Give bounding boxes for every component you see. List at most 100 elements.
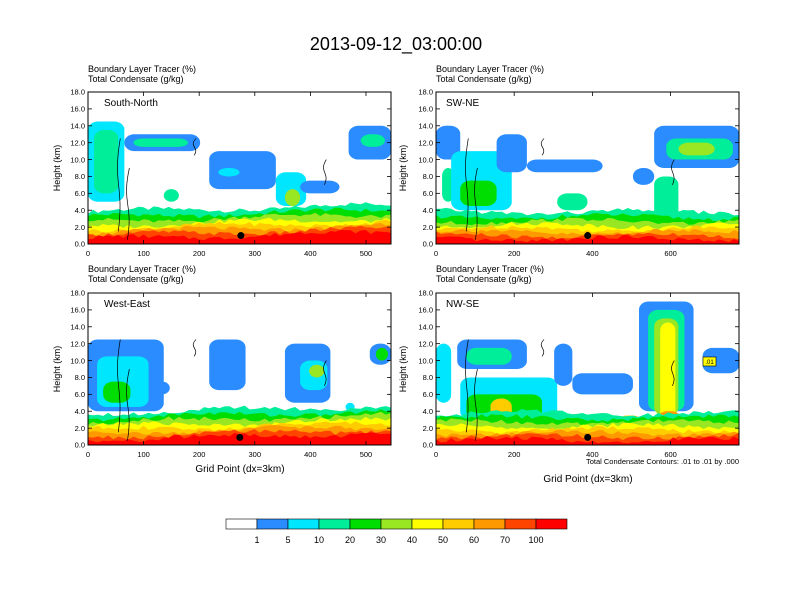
panel-header-line2: Total Condensate (g/kg) (436, 274, 532, 284)
cloud-region (632, 168, 655, 185)
y-tick-label: 14.0 (70, 322, 85, 331)
condensate-contour (117, 339, 121, 433)
x-tick-label: 200 (508, 249, 521, 258)
heatmap-field (436, 301, 739, 445)
contour-note: Total Condensate Contours: .01 to .01 by… (586, 457, 739, 466)
contour-label-box: .01 (702, 356, 717, 367)
colorbar-label: 20 (345, 535, 355, 545)
y-ticks: 0.0 2.0 4.0 6.0 8.0 10.0 12.0 14.0 16.0 18.0 (70, 88, 391, 249)
y-tick-label: 12.0 (418, 138, 433, 147)
y-tick-label: 2.0 (75, 223, 85, 232)
y-tick-label: 0.0 (423, 441, 433, 450)
cloud-region (163, 189, 179, 202)
plot-frame (435, 91, 740, 245)
x-tick-label: 600 (664, 249, 677, 258)
panel-header-line1: Boundary Layer Tracer (%) (436, 264, 544, 274)
x-ticks: 0 100 200 300 400 500 (86, 92, 372, 258)
cloud-region (218, 168, 240, 177)
cloud-region (133, 138, 188, 147)
x-tick-label: 400 (304, 249, 317, 258)
y-tick-label: 6.0 (423, 189, 433, 198)
colorbar-label: 1 (254, 535, 259, 545)
colorbar-label: 60 (469, 535, 479, 545)
y-tick-label: 16.0 (70, 306, 85, 315)
colorbar: 1 5 10 20 30 40 50 60 70 100 (225, 518, 568, 545)
panel-nw-se: Boundary Layer Tracer (%) Total Condensa… (398, 264, 740, 485)
contour-label: .01 (705, 360, 714, 366)
condensate-contour (474, 368, 478, 441)
cloud-region (702, 347, 739, 374)
x-tick-label: 400 (304, 450, 317, 459)
x-tick-label: 300 (249, 450, 262, 459)
y-tick-label: 6.0 (75, 390, 85, 399)
condensate-contour (465, 339, 469, 433)
cloud-region (154, 381, 170, 395)
colorbar-label: 70 (500, 535, 510, 545)
y-tick-label: 2.0 (75, 424, 85, 433)
colorbar-label: 5 (285, 535, 290, 545)
y-ticks: 0.0 2.0 4.0 6.0 8.0 10.0 12.0 14.0 16.0 18.0 (418, 88, 739, 249)
y-tick-label: 4.0 (75, 206, 85, 215)
y-tick-label: 18.0 (418, 289, 433, 298)
colorbar-label: 100 (528, 535, 543, 545)
colorbar-swatch (256, 518, 289, 530)
x-tick-label: 0 (434, 249, 438, 258)
location-marker (236, 433, 244, 441)
cloud-region (360, 134, 385, 147)
cloud-region (94, 130, 119, 194)
colorbar-swatch (225, 518, 258, 530)
x-tick-label: 600 (664, 450, 677, 459)
cloud-region (554, 343, 573, 386)
y-tick-label: 12.0 (70, 339, 85, 348)
panel-header-line2: Total Condensate (g/kg) (88, 74, 184, 84)
y-tick-label: 10.0 (70, 356, 85, 365)
y-tick-label: 18.0 (418, 88, 433, 97)
condensate-contour (323, 159, 327, 186)
cloud-region (436, 125, 461, 160)
y-tick-label: 0.0 (75, 240, 85, 249)
panel-west-east: Boundary Layer Tracer (%) Total Condensa… (52, 264, 392, 475)
panel-title: South-North (104, 98, 158, 109)
condensate-contour (117, 138, 121, 232)
condensate-contour (192, 138, 197, 156)
location-marker (237, 232, 245, 240)
cloud-region (526, 159, 603, 173)
y-tick-label: 4.0 (423, 206, 433, 215)
panel-title: West-East (104, 299, 150, 310)
x-tick-label: 0 (434, 450, 438, 459)
x-tick-label: 200 (508, 450, 521, 459)
panel-south-north: Boundary Layer Tracer (%) Total Condensa… (52, 64, 392, 258)
y-tick-label: 14.0 (418, 121, 433, 130)
panel-sw-ne: Boundary Layer Tracer (%) Total Condensa… (398, 64, 740, 258)
colorbar-label: 50 (438, 535, 448, 545)
colorbar-swatch (442, 518, 475, 530)
y-tick-label: 12.0 (418, 339, 433, 348)
y-tick-label: 16.0 (418, 105, 433, 114)
y-tick-label: 0.0 (75, 441, 85, 450)
figure-title: 2013-09-12_03:00:00 (310, 34, 482, 55)
y-tick-label: 6.0 (423, 390, 433, 399)
x-ticks: 0 100 200 300 400 500 (86, 293, 372, 459)
x-tick-label: 0 (86, 249, 90, 258)
y-tick-label: 12.0 (70, 138, 85, 147)
x-axis-label: Grid Point (dx=3km) (195, 464, 284, 475)
colorbar-label: 40 (407, 535, 417, 545)
y-tick-label: 14.0 (70, 121, 85, 130)
x-tick-label: 200 (193, 450, 206, 459)
y-tick-label: 10.0 (70, 155, 85, 164)
x-tick-label: 500 (360, 450, 373, 459)
y-tick-label: 8.0 (75, 172, 85, 181)
condensate-contour (192, 339, 197, 357)
y-tick-label: 14.0 (418, 322, 433, 331)
y-axis-label: Height (km) (52, 346, 62, 393)
y-tick-label: 2.0 (423, 223, 433, 232)
y-tick-label: 18.0 (70, 88, 85, 97)
x-tick-label: 200 (193, 249, 206, 258)
x-tick-label: 400 (586, 450, 599, 459)
y-axis-label: Height (km) (398, 346, 408, 393)
cloud-region (375, 347, 388, 361)
colorbar-label: 30 (376, 535, 386, 545)
y-axis-label: Height (km) (398, 145, 408, 192)
colorbar-swatch (535, 518, 568, 530)
tracer-layer (436, 436, 739, 445)
